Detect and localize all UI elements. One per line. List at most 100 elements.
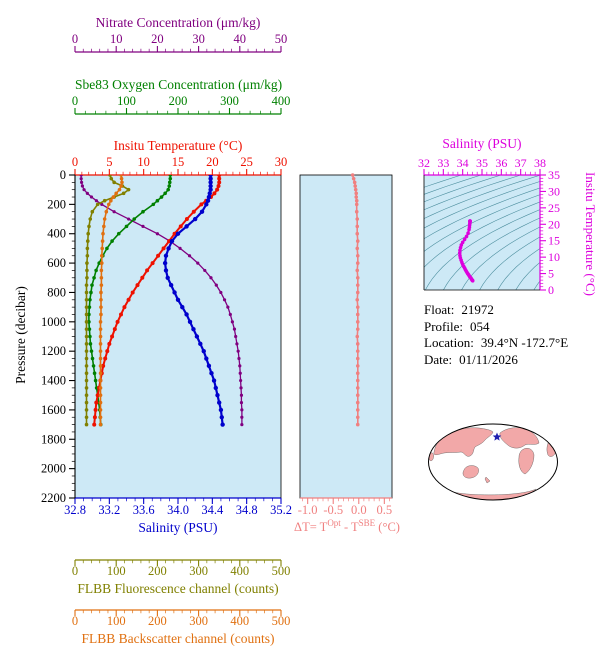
location-label: Location: bbox=[424, 335, 474, 350]
tick-label: 600 bbox=[47, 256, 66, 270]
tick-label: 33 bbox=[437, 156, 449, 170]
ts-frame bbox=[423, 175, 540, 291]
ts-salinity-axis: 32 33 34 35 36 37 38 bbox=[418, 156, 546, 176]
salinity-axis-title: Salinity (PSU) bbox=[138, 520, 218, 535]
tick-label: 25 bbox=[548, 201, 560, 215]
tick-label: 30 bbox=[275, 155, 288, 169]
pressure-axis-title: Pressure (decibar) bbox=[13, 286, 28, 384]
tick-label: 500 bbox=[272, 564, 291, 578]
tick-label: 15 bbox=[548, 234, 560, 248]
profile-backscatter bbox=[98, 175, 124, 427]
tick-label: 20 bbox=[548, 217, 560, 231]
tick-label: 100 bbox=[107, 564, 126, 578]
tick-label: 33.2 bbox=[98, 503, 120, 517]
backscatter-axis-title: FLBB Backscatter channel (counts) bbox=[81, 631, 275, 646]
pressure-axis: 0 200 400 600 800 1000 1200 1400 1600 1800 2000 220… bbox=[41, 168, 282, 505]
profile-number-value: 054 bbox=[470, 318, 490, 334]
tick-label: 25 bbox=[240, 155, 253, 169]
tick-label: 0 bbox=[60, 168, 66, 182]
tick-label: 40 bbox=[234, 32, 247, 46]
tick-label: 36 bbox=[495, 156, 507, 170]
tick-label: 100 bbox=[107, 614, 126, 628]
tick-label: 10 bbox=[110, 32, 123, 46]
tick-label: 35.2 bbox=[270, 503, 292, 517]
float-id-value: 21972 bbox=[461, 302, 494, 317]
ts-curve bbox=[457, 219, 475, 283]
date-row: Date: 01/11/2026 bbox=[424, 352, 568, 369]
tick-label: 200 bbox=[148, 564, 167, 578]
tick-label: 5 bbox=[548, 267, 554, 281]
tick-label: 1800 bbox=[41, 432, 66, 446]
tick-label: 30 bbox=[548, 184, 560, 198]
tick-label: 500 bbox=[272, 614, 291, 628]
profile-number-label: Profile: bbox=[424, 318, 463, 334]
tick-label: 20 bbox=[151, 32, 164, 46]
tick-label: 34 bbox=[457, 156, 469, 170]
salinity-axis: 32.8 33.2 33.6 34.0 34.4 34.8 35.2 bbox=[64, 497, 292, 517]
date-label: Date: bbox=[424, 351, 453, 367]
tick-label: 200 bbox=[47, 197, 66, 211]
tick-label: 0 bbox=[72, 32, 78, 46]
tick-label: 1000 bbox=[41, 315, 66, 329]
oxygen-axis-title: Sbe83 Oxygen Concentration (μm/kg) bbox=[75, 77, 283, 92]
tick-label: 200 bbox=[148, 614, 167, 628]
tick-label: 32 bbox=[418, 156, 430, 170]
tick-label: 10 bbox=[548, 250, 560, 264]
tick-label: 1400 bbox=[41, 374, 66, 388]
tick-label: 400 bbox=[230, 564, 249, 578]
map-outline bbox=[428, 423, 558, 501]
tick-label: 100 bbox=[117, 94, 136, 108]
profile-nitrate bbox=[79, 175, 244, 427]
tick-label: 300 bbox=[189, 564, 208, 578]
profile-number-row: Profile: 054 bbox=[424, 319, 568, 336]
location-value: 39.4°N -172.7°E bbox=[480, 335, 569, 350]
location-row: Location: 39.4°N -172.7°E bbox=[424, 335, 568, 352]
backscatter-axis: 0 100 200 300 400 500 bbox=[72, 609, 291, 628]
main-plot-panel bbox=[75, 175, 281, 498]
tick-label: 10 bbox=[137, 155, 150, 169]
tick-label: 34.0 bbox=[167, 503, 189, 517]
tick-label: 37 bbox=[515, 156, 527, 170]
tick-label: 0.5 bbox=[377, 503, 393, 517]
tick-label: 15 bbox=[172, 155, 185, 169]
profile-salinity bbox=[162, 175, 225, 427]
tick-label: 32.8 bbox=[64, 503, 86, 517]
tick-label: 400 bbox=[272, 94, 291, 108]
tick-label: 1200 bbox=[41, 344, 66, 358]
profile-delta-t bbox=[350, 173, 360, 427]
profile-fluorescence bbox=[84, 175, 131, 427]
tick-label: 1600 bbox=[41, 403, 66, 417]
delta-t-axis-title: ΔT= TOpt - TSBE (°C) bbox=[285, 518, 409, 535]
fluorescence-axis: 0 100 200 300 400 500 bbox=[72, 559, 291, 578]
tick-label: 38 bbox=[534, 156, 546, 170]
tick-label: 0 bbox=[72, 94, 78, 108]
world-map bbox=[428, 423, 558, 501]
float-id-row: Float: 21972 bbox=[424, 302, 568, 319]
insitu-temperature-axis-title: Insitu Temperature (°C) bbox=[113, 138, 243, 153]
delta-t-title-part: - T bbox=[340, 520, 359, 535]
fluorescence-axis-title: FLBB Fluorescence channel (counts) bbox=[77, 581, 279, 596]
tick-label: 0 bbox=[72, 564, 78, 578]
oxygen-axis: 0 100 200 300 400 bbox=[72, 94, 291, 115]
tick-label: 400 bbox=[47, 227, 66, 241]
delta-t-axis: -1.0 -0.5 0.0 0.5 bbox=[298, 174, 393, 517]
tick-label: 33.6 bbox=[133, 503, 155, 517]
ts-temperature-axis: 0 5 10 15 20 25 30 35 bbox=[539, 168, 560, 297]
ts-panel bbox=[424, 175, 540, 290]
temperature-axis: 0 5 10 15 20 25 30 bbox=[72, 155, 288, 176]
tick-label: 34.4 bbox=[201, 503, 224, 517]
delta-t-title-part: ΔT= T bbox=[294, 520, 328, 535]
tick-label: 300 bbox=[189, 614, 208, 628]
delta-t-panel bbox=[300, 175, 392, 498]
delta-t-sup-sbe: SBE bbox=[358, 518, 376, 528]
tick-label: 0 bbox=[72, 155, 78, 169]
tick-label: 50 bbox=[275, 32, 288, 46]
tick-label: 0 bbox=[548, 283, 554, 297]
tick-label: 0 bbox=[72, 614, 78, 628]
tick-label: 300 bbox=[220, 94, 239, 108]
float-info-block: Float: 21972 Profile: 054 Location: 39.4°N … bbox=[424, 302, 568, 368]
tick-label: 35 bbox=[476, 156, 488, 170]
float-id-label: Float: bbox=[424, 302, 455, 317]
